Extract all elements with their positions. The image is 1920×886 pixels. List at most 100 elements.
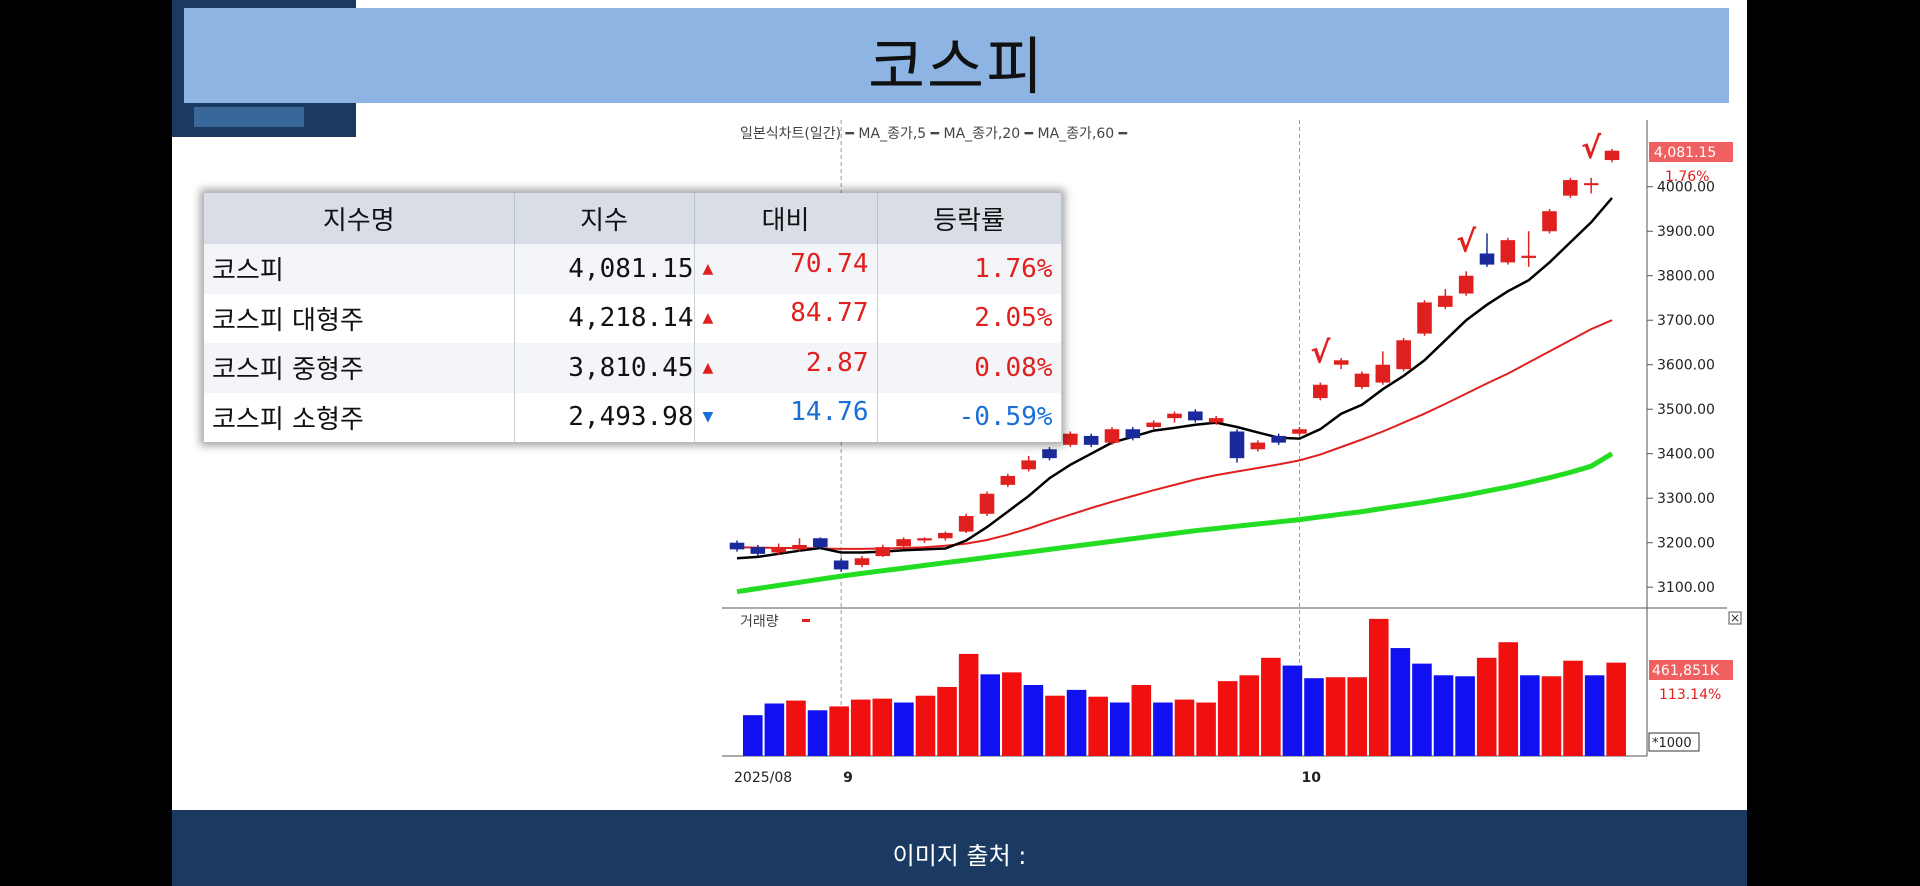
candle-body: [938, 532, 953, 539]
volume-bar: [872, 698, 893, 756]
volume-bar: [1196, 702, 1216, 756]
table-row: 코스피 대형주 4,218.14 ▲ 84.77 2.05%: [204, 293, 1062, 343]
candle-body: [729, 542, 745, 550]
y-tick-label: 3500.00: [1657, 402, 1715, 418]
volume-legend: 거래량: [740, 614, 779, 630]
y-tick-label: 3200.00: [1657, 536, 1715, 552]
volume-bar: [1368, 618, 1389, 756]
last-volume-box: [1649, 660, 1733, 680]
volume-bar: [1455, 676, 1475, 756]
volume-bar: [764, 703, 785, 756]
change-value: ▲ 70.74: [694, 244, 878, 294]
volume-bar: [915, 695, 936, 756]
volume-bar: [1520, 675, 1540, 756]
volume-bar: [807, 710, 828, 756]
candle-body: [1479, 253, 1495, 265]
volume-bar: [829, 706, 849, 756]
x-tick-label: 9: [843, 770, 853, 786]
y-tick-label: 3800.00: [1657, 269, 1715, 285]
index-name: 코스피 소형주: [204, 392, 515, 442]
volume-bar: [1131, 685, 1152, 756]
candle-body: [875, 547, 891, 557]
title-band: 코스피: [184, 8, 1729, 103]
up-triangle-icon: ▲: [702, 356, 714, 378]
volume-bar: [1261, 657, 1281, 756]
candle-body: [792, 544, 807, 550]
x-tick-label: 10: [1302, 770, 1322, 786]
volume-bar: [958, 653, 979, 756]
down-triangle-icon: ▼: [702, 406, 714, 428]
volume-bar: [1390, 648, 1411, 756]
y-tick-label: 3100.00: [1657, 580, 1715, 596]
footer-bar: 이미지 출처 :: [172, 810, 1747, 886]
y-tick-label: 3400.00: [1657, 447, 1715, 463]
price-legend: 일본식차트(일간) ━ MA_종가,5 ━ MA_종가,20 ━ MA_종가,6…: [740, 126, 1128, 142]
kospi-chart: 일본식차트(일간) ━ MA_종가,5 ━ MA_종가,20 ━ MA_종가,6…: [722, 120, 1742, 786]
candle-body: [1583, 183, 1599, 186]
slide: 코스피 일본식차트(일간) ━ MA_종가,5 ━ MA_종가,20 ━ MA_…: [172, 0, 1747, 886]
index-value: 4,218.14: [514, 293, 695, 343]
change-value: ▲ 84.77: [694, 293, 878, 343]
volume-bar: [1045, 695, 1065, 756]
volume-bar: [1153, 702, 1173, 756]
y-tick-label: 4000.00: [1657, 180, 1715, 196]
candle-body: [750, 547, 766, 554]
candle-body: [1271, 435, 1286, 443]
candle-body: [1292, 429, 1307, 434]
candle-body: [979, 493, 995, 514]
header-index-name: 지수명: [204, 193, 515, 244]
y-tick-label: 3600.00: [1657, 358, 1715, 374]
candle-body: [1313, 384, 1328, 399]
rate-value: -0.59%: [877, 392, 1062, 442]
volume-bar: [937, 686, 957, 756]
index-name: 코스피 대형주: [204, 293, 515, 343]
volume-bar: [1088, 696, 1108, 756]
change-value-text: 14.76: [790, 397, 869, 428]
candle-body: [813, 538, 828, 548]
index-value: 4,081.15: [514, 244, 695, 294]
volume-bar: [1239, 675, 1260, 756]
change-value-text: 2.87: [805, 347, 869, 378]
index-value-text: 4,081.15: [568, 253, 694, 284]
candle-body: [1458, 275, 1474, 294]
unit-box: [1648, 732, 1700, 752]
table-row: 코스피 4,081.15 ▲ 70.74 1.76%: [204, 244, 1062, 294]
y-tick-label: 3700.00: [1657, 313, 1715, 329]
y-tick-label: 3300.00: [1657, 491, 1715, 507]
up-triangle-icon: ▲: [702, 257, 714, 279]
volume-bar: [1282, 665, 1303, 756]
candle-body: [896, 539, 911, 547]
index-table: 지수명 지수 대비 등락률 코스피 4,081.15 ▲ 70.74 1.76% 코스피 …: [204, 193, 1062, 442]
candle-body: [1333, 360, 1349, 365]
volume-bar: [1174, 699, 1195, 756]
candle-body: [1417, 302, 1432, 334]
change-value: ▼ 14.76: [694, 392, 878, 442]
last-price-box: [1649, 142, 1733, 162]
candle-body: [1521, 255, 1536, 258]
volume-bar: [1109, 702, 1130, 756]
volume-bar: [1584, 675, 1605, 756]
volume-bar: [1304, 678, 1324, 756]
index-name: 코스피 중형주: [204, 343, 515, 393]
candle-body: [1021, 460, 1036, 470]
volume-bar: [980, 674, 1001, 756]
candle-body: [1229, 431, 1245, 459]
slide-title: 코스피: [867, 30, 1046, 103]
close-glyph: ×: [1730, 611, 1740, 625]
candle-body: [1188, 411, 1203, 421]
header-rate: 등락률: [877, 193, 1062, 244]
candle-body: [1083, 435, 1099, 445]
volume-bar: [1563, 660, 1583, 756]
volume-bar: [1433, 675, 1454, 756]
x-tick-label: 2025/08: [734, 770, 792, 786]
candle-body: [1604, 150, 1620, 161]
index-value: 2,493.98: [514, 392, 695, 442]
candle-body: [1500, 240, 1516, 263]
header-index-value: 지수: [514, 193, 695, 244]
candle-body: [1146, 422, 1161, 428]
rate-value: 2.05%: [877, 293, 1062, 343]
ma60-line: [736, 451, 1614, 595]
candle-body: [1167, 413, 1182, 419]
checkmark-annotation: √: [1581, 131, 1602, 166]
index-value: 3,810.45: [514, 343, 695, 393]
